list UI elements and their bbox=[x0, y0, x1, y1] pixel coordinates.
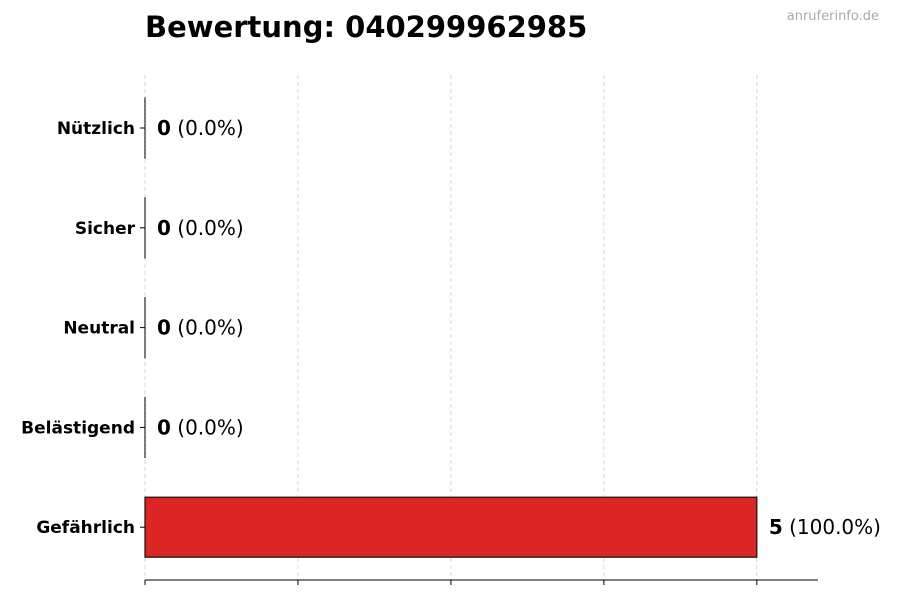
chart-title: Bewertung: 040299962985 bbox=[145, 10, 588, 44]
bar bbox=[144, 496, 758, 558]
data-label-percent: (0.0%) bbox=[171, 116, 244, 140]
watermark: anruferinfo.de bbox=[786, 9, 879, 24]
data-label: 5 (100.0%) bbox=[769, 515, 881, 539]
data-label-value: 0 bbox=[157, 216, 171, 240]
data-label: 0 (0.0%) bbox=[157, 216, 244, 240]
y-tick-label: Nützlich bbox=[57, 119, 135, 139]
data-label-percent: (0.0%) bbox=[171, 216, 244, 240]
y-tick-label: Neutral bbox=[63, 319, 135, 339]
data-label: 0 (0.0%) bbox=[157, 116, 244, 140]
data-label: 0 (0.0%) bbox=[157, 415, 244, 439]
data-label: 0 (0.0%) bbox=[157, 316, 244, 340]
y-tick-label: Gefährlich bbox=[36, 518, 135, 538]
data-label-percent: (0.0%) bbox=[171, 415, 244, 439]
y-tick-label: Belästigend bbox=[21, 418, 135, 438]
data-label-value: 5 bbox=[769, 515, 783, 539]
data-label-value: 0 bbox=[157, 415, 171, 439]
data-label-value: 0 bbox=[157, 316, 171, 340]
data-label-percent: (0.0%) bbox=[171, 316, 244, 340]
data-label-value: 0 bbox=[157, 116, 171, 140]
data-label-percent: (100.0%) bbox=[783, 515, 881, 539]
y-tick-label: Sicher bbox=[75, 219, 136, 239]
